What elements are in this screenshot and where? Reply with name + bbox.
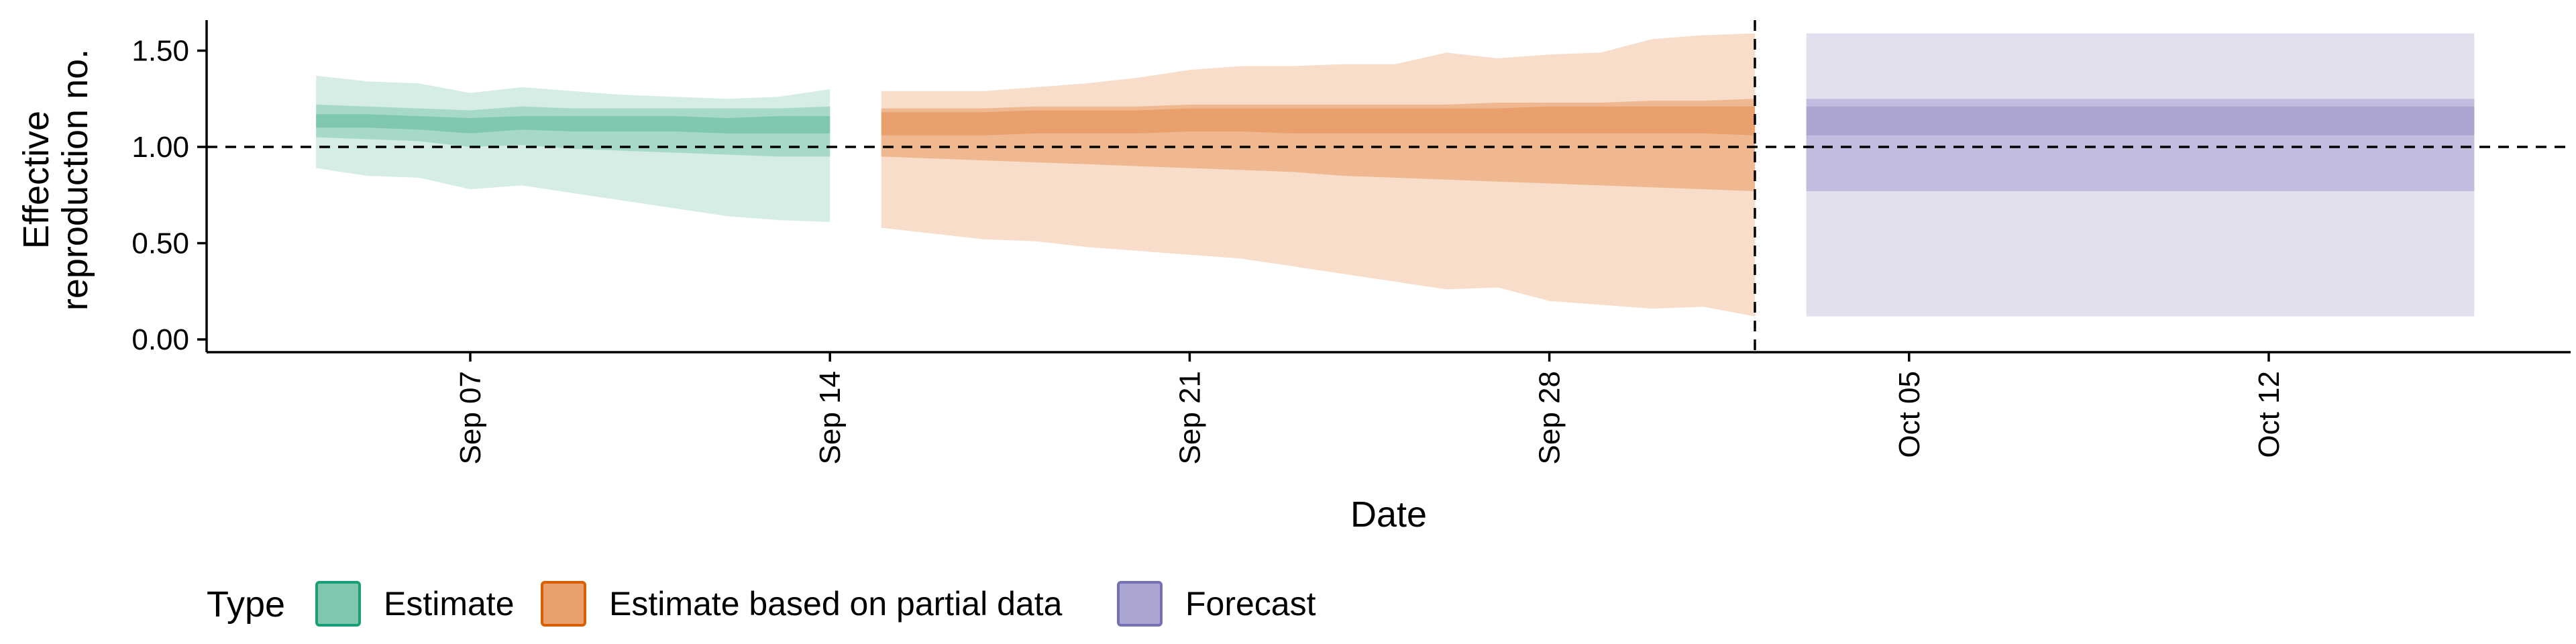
estimate-inner-band <box>316 114 830 133</box>
series-estimate <box>316 75 830 222</box>
x-axis-title: Date <box>1350 494 1427 535</box>
estimate-based-on-partial-data-inner-band <box>881 106 1755 136</box>
legend: Type Estimate Estimate based on partial da… <box>207 581 1316 627</box>
legend-item-forecast: Forecast <box>1117 581 1316 627</box>
y-axis-title: Effectivereproduction no. <box>16 49 95 311</box>
legend-item-estimate: Estimate <box>315 581 515 627</box>
x-tick-label: Oct 05 <box>1893 371 1926 458</box>
y-tick-label: 0.00 <box>131 323 189 356</box>
series-estimate-based-on-partial-data <box>881 33 1755 317</box>
x-tick-label: Sep 14 <box>814 371 847 464</box>
x-tick-label: Sep 28 <box>1534 371 1566 464</box>
legend-label: Estimate based on partial data <box>609 585 1063 623</box>
legend-label: Forecast <box>1185 585 1316 623</box>
y-tick-label: 1.00 <box>131 131 189 164</box>
y-axis-title-line: Effective <box>16 111 56 249</box>
y-tick-label: 1.50 <box>131 35 189 68</box>
legend-swatch <box>315 581 361 627</box>
y-tick-label: 0.50 <box>131 227 189 260</box>
legend-swatch <box>1117 581 1163 627</box>
plot-bands <box>316 33 2475 317</box>
legend-item-estimate-based-on-partial-data: Estimate based on partial data <box>541 581 1063 627</box>
x-tick-label: Sep 07 <box>454 371 487 464</box>
legend-label: Estimate <box>384 585 515 623</box>
x-tick-label: Sep 21 <box>1173 371 1206 464</box>
axes: 0.00 0.50 1.00 1.50 Sep 07 Sep 14 Sep 21 Sep 28… <box>16 20 2571 535</box>
x-tick-label: Oct 12 <box>2253 371 2286 458</box>
legend-title: Type <box>207 584 285 625</box>
forecast-inner-band <box>1806 106 2475 136</box>
series-forecast <box>1806 33 2475 317</box>
legend-swatch <box>541 581 586 627</box>
y-axis-title-line: reproduction no. <box>55 49 95 311</box>
